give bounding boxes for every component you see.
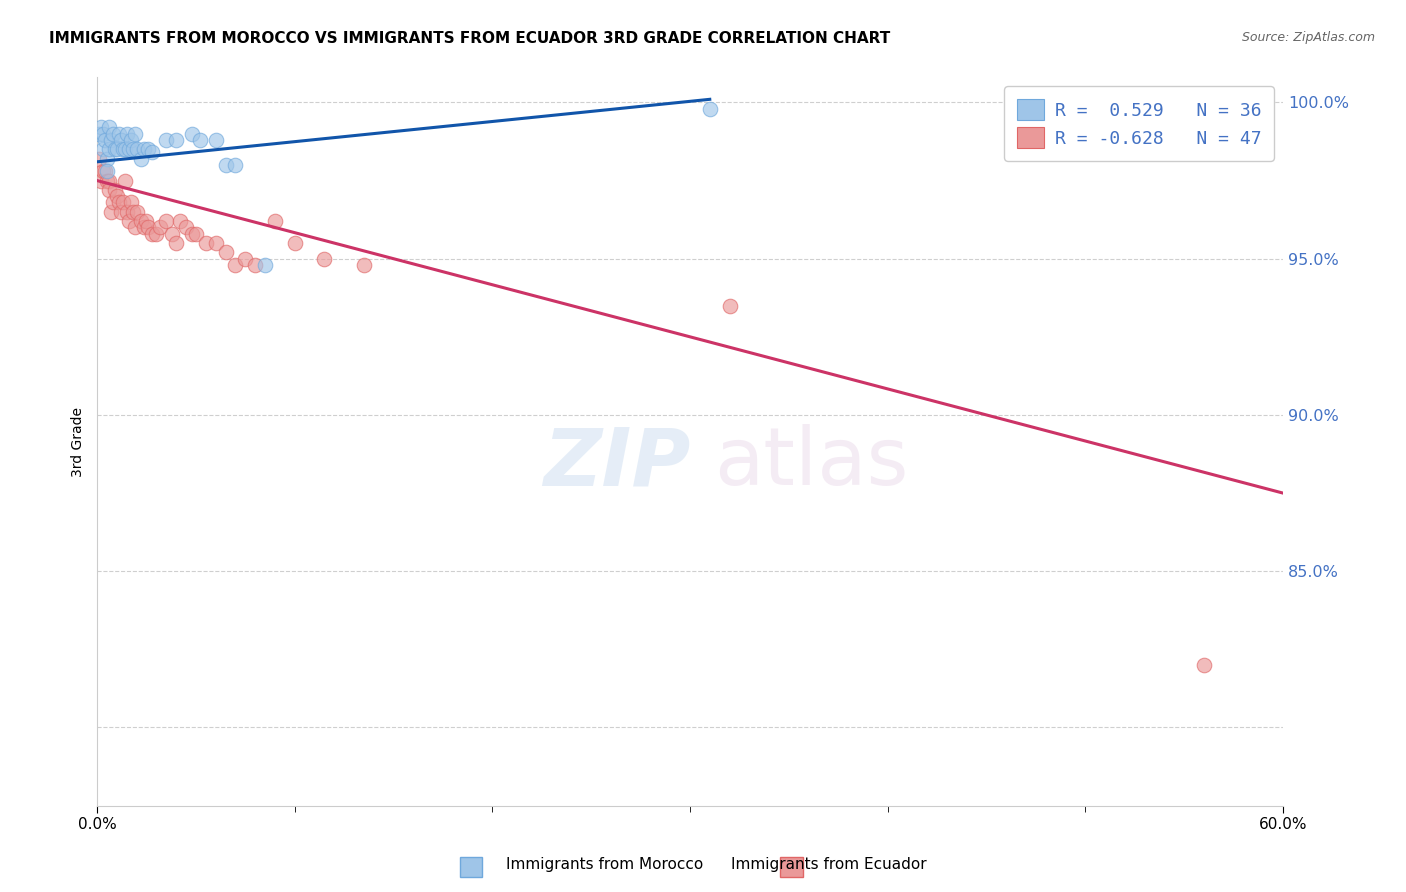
Point: [115, 204, 138, 219]
Point: [138, 142, 160, 156]
Point: [243, 258, 266, 272]
Point: [141, 227, 163, 241]
Bar: [780, 857, 803, 877]
Point: [141, 145, 163, 160]
Point: [90, 120, 112, 135]
Point: [254, 258, 277, 272]
Point: [699, 102, 721, 116]
Point: [224, 158, 246, 172]
Point: [145, 227, 167, 241]
Point: [155, 214, 177, 228]
Point: [284, 236, 307, 251]
Point: [314, 252, 336, 266]
Point: [114, 142, 136, 156]
Point: [155, 133, 177, 147]
Point: [91, 142, 114, 156]
Point: [111, 195, 134, 210]
Point: [96, 152, 118, 166]
Point: [1192, 657, 1215, 672]
Point: [264, 214, 287, 228]
Point: [101, 127, 124, 141]
Point: [138, 220, 160, 235]
Point: [180, 227, 202, 241]
Point: [118, 214, 141, 228]
Text: atlas: atlas: [714, 425, 908, 502]
Point: [149, 220, 172, 235]
Point: [94, 164, 117, 178]
Text: IMMIGRANTS FROM MOROCCO VS IMMIGRANTS FROM ECUADOR 3RD GRADE CORRELATION CHART: IMMIGRANTS FROM MOROCCO VS IMMIGRANTS FR…: [49, 31, 890, 46]
Text: ZIP: ZIP: [543, 425, 690, 502]
Point: [121, 204, 143, 219]
Point: [174, 220, 197, 235]
Point: [104, 183, 127, 197]
Point: [129, 152, 152, 166]
Text: Immigrants from Ecuador: Immigrants from Ecuador: [731, 857, 927, 872]
Point: [87, 152, 110, 166]
Point: [91, 164, 114, 178]
Point: [233, 252, 256, 266]
Legend: R =  0.529   N = 36, R = -0.628   N = 47: R = 0.529 N = 36, R = -0.628 N = 47: [1004, 87, 1274, 161]
Point: [134, 220, 156, 235]
Point: [87, 127, 110, 141]
Point: [97, 120, 120, 135]
Point: [169, 214, 191, 228]
Point: [121, 142, 143, 156]
Point: [96, 173, 118, 187]
Point: [180, 127, 202, 141]
Point: [100, 133, 122, 147]
Point: [204, 236, 226, 251]
Point: [214, 158, 236, 172]
Point: [184, 227, 207, 241]
Point: [165, 133, 187, 147]
Point: [107, 195, 129, 210]
Point: [188, 133, 211, 147]
Point: [110, 133, 132, 147]
Point: [100, 204, 122, 219]
Text: Source: ZipAtlas.com: Source: ZipAtlas.com: [1241, 31, 1375, 45]
Point: [165, 236, 187, 251]
Point: [97, 142, 120, 156]
Point: [90, 173, 112, 187]
Y-axis label: 3rd Grade: 3rd Grade: [72, 407, 86, 476]
Point: [107, 127, 129, 141]
Point: [224, 258, 246, 272]
Point: [194, 236, 217, 251]
Point: [353, 258, 375, 272]
Point: [115, 127, 138, 141]
Point: [110, 204, 132, 219]
Point: [97, 183, 120, 197]
Point: [114, 173, 136, 187]
Point: [111, 142, 134, 156]
Point: [718, 299, 741, 313]
Text: Immigrants from Morocco: Immigrants from Morocco: [506, 857, 703, 872]
Point: [214, 245, 236, 260]
Point: [204, 133, 226, 147]
Point: [124, 220, 146, 235]
Point: [105, 189, 128, 203]
Point: [96, 164, 118, 178]
Point: [97, 173, 120, 187]
Point: [125, 142, 148, 156]
Point: [120, 195, 142, 210]
Bar: [460, 857, 482, 877]
Point: [91, 127, 114, 141]
Point: [160, 227, 183, 241]
Point: [118, 142, 141, 156]
Point: [129, 214, 152, 228]
Point: [94, 133, 117, 147]
Point: [120, 133, 142, 147]
Point: [134, 142, 156, 156]
Point: [104, 142, 127, 156]
Point: [125, 204, 148, 219]
Point: [101, 195, 124, 210]
Point: [105, 142, 128, 156]
Point: [124, 127, 146, 141]
Point: [135, 214, 157, 228]
